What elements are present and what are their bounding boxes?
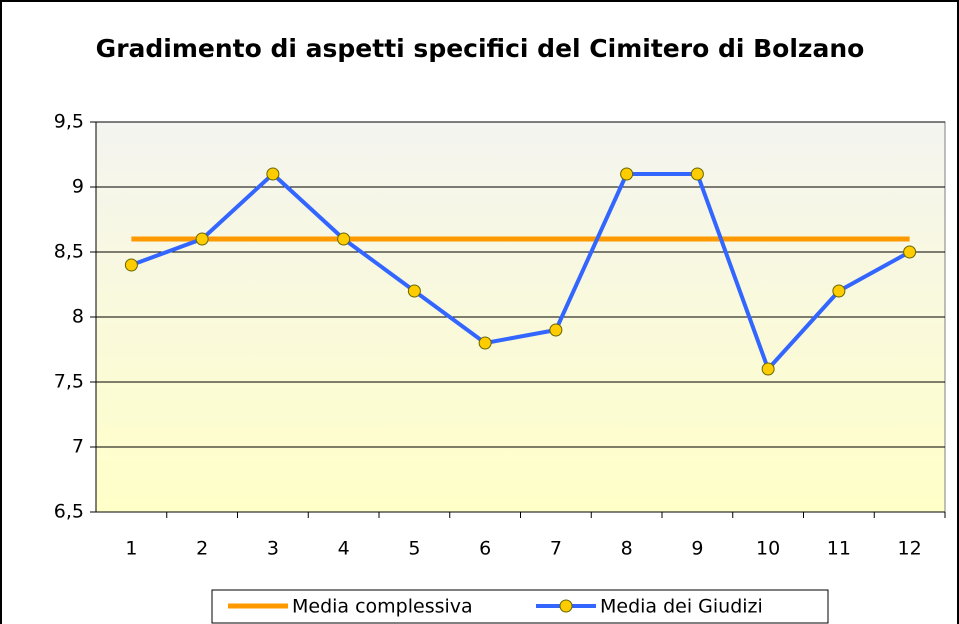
y-tick-label: 9 bbox=[72, 176, 84, 198]
y-tick-label: 8 bbox=[72, 306, 84, 328]
legend-marker bbox=[559, 599, 573, 613]
y-tick-label: 8,5 bbox=[54, 241, 84, 263]
series-marker bbox=[195, 232, 209, 246]
series-marker bbox=[124, 258, 138, 272]
x-tick-label: 7 bbox=[550, 538, 562, 560]
y-tick-label: 7 bbox=[72, 436, 84, 458]
x-tick-label: 10 bbox=[756, 538, 780, 560]
x-tick-label: 4 bbox=[338, 538, 350, 560]
x-tick-label: 5 bbox=[408, 538, 420, 560]
y-tick-label: 7,5 bbox=[54, 371, 84, 393]
x-tick-label: 3 bbox=[267, 538, 279, 560]
x-tick-label: 11 bbox=[827, 538, 851, 560]
series-marker bbox=[407, 284, 421, 298]
legend-box bbox=[211, 589, 829, 624]
series-marker bbox=[266, 167, 280, 181]
x-tick-label: 12 bbox=[898, 538, 922, 560]
y-tick-label: 6,5 bbox=[54, 501, 84, 523]
series-marker bbox=[761, 362, 775, 376]
legend-label: Media dei Giudizi bbox=[600, 596, 763, 618]
x-tick-label: 6 bbox=[479, 538, 491, 560]
x-tick-label: 8 bbox=[621, 538, 633, 560]
series-marker bbox=[690, 167, 704, 181]
series-marker bbox=[478, 336, 492, 350]
legend-label: Media complessiva bbox=[292, 596, 473, 618]
x-tick-label: 1 bbox=[125, 538, 137, 560]
series-marker bbox=[337, 232, 351, 246]
series-marker bbox=[903, 245, 917, 259]
x-tick-label: 2 bbox=[196, 538, 208, 560]
series-marker bbox=[620, 167, 634, 181]
series-marker bbox=[832, 284, 846, 298]
series-marker bbox=[549, 323, 563, 337]
y-tick-label: 9,5 bbox=[54, 111, 84, 133]
series-line bbox=[130, 172, 911, 371]
chart-title: Gradimento di aspetti specifici del Cimi… bbox=[95, 34, 865, 63]
x-tick-label: 9 bbox=[691, 538, 703, 560]
